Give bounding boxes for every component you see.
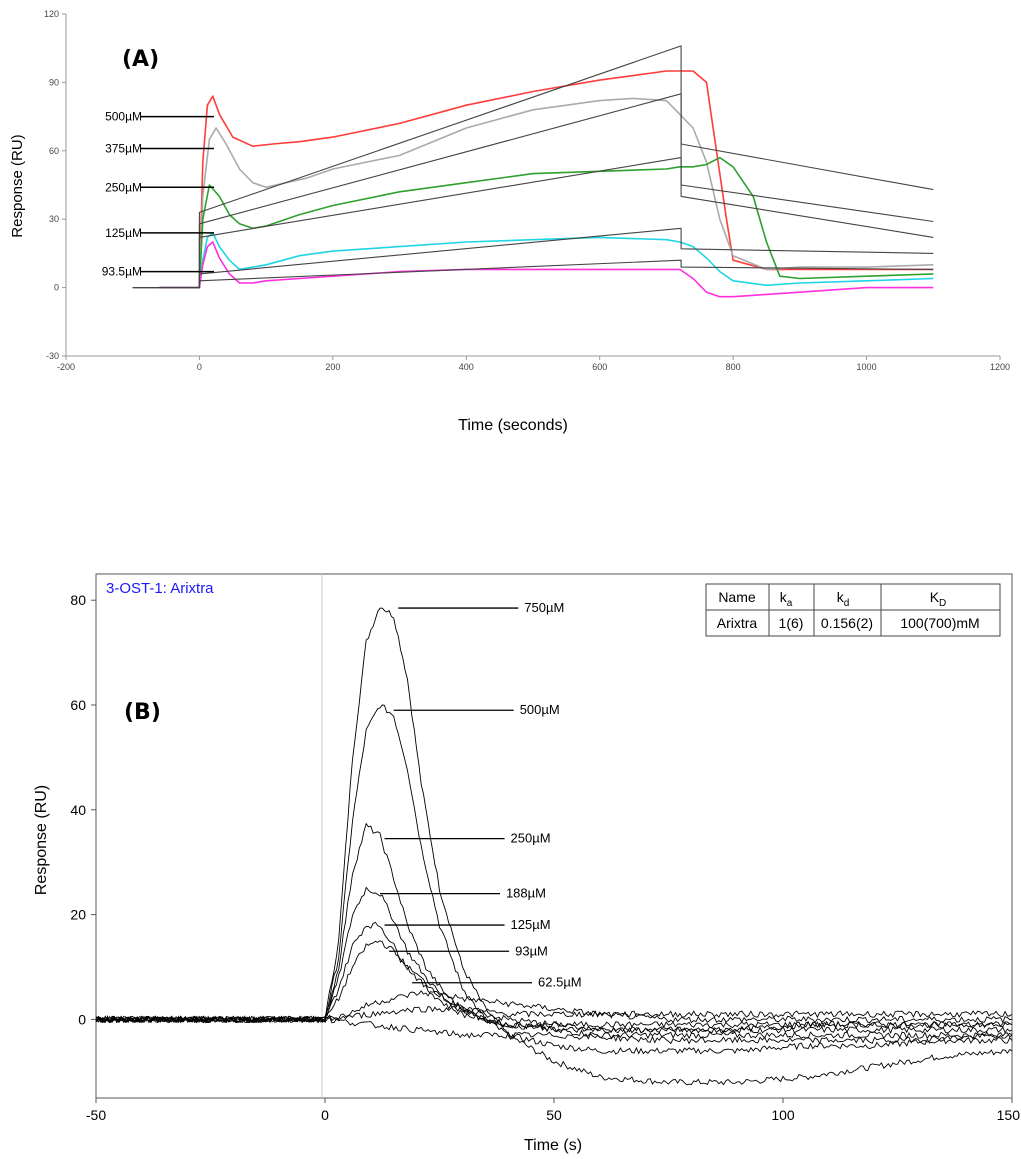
kinetics-header-kD: KD — [930, 589, 947, 609]
panel-a-y-tick-label: 60 — [49, 146, 59, 156]
panel-a-x-tick-label: -200 — [57, 362, 75, 372]
kinetics-header-kD-main: K — [930, 589, 940, 605]
panel-b-y-tick-label: 40 — [70, 802, 86, 818]
kinetics-header-ka: ka — [780, 589, 793, 609]
panel-b-x-tick-label: 0 — [321, 1107, 329, 1123]
panel-a-series-line — [159, 70, 934, 289]
kinetics-cell-kD: 100(700)mM — [900, 615, 979, 631]
panel-a-annotation-label: 250µM — [105, 180, 142, 194]
panel-a-y-tick-label: 30 — [49, 214, 59, 224]
panel-b-x-ticks: -50 0 50 100 150 — [86, 1098, 1020, 1123]
panel-b-series-line — [95, 704, 1013, 1055]
panel-b-x-tick-label: -50 — [86, 1107, 106, 1123]
kinetics-header-kd-sub: d — [844, 598, 850, 609]
panel-b-annotations: 750µM 500µM 250µM 188µM 125µM 93µM 62.5µM — [379, 600, 582, 990]
panel-b-y-label: Response (RU) — [33, 785, 50, 895]
panel-b-y-ticks: 0 20 40 60 80 — [70, 592, 96, 1027]
panel-b-x-tick-label: 100 — [771, 1107, 795, 1123]
panel-a-series-line — [159, 156, 934, 289]
panel-a-series — [132, 45, 934, 298]
panel-b-series-line — [95, 1015, 1013, 1045]
panel-a-x-tick-label: 1000 — [857, 362, 877, 372]
panel-a-x-tick-label: 1200 — [990, 362, 1010, 372]
panel-b-series — [95, 607, 1013, 1086]
panel-b-annotation-label: 750µM — [524, 600, 564, 615]
panel-b-tag: (B) — [124, 700, 161, 725]
panel-a-tag: (A) — [122, 47, 159, 72]
panel-a-y-tick-label: 120 — [44, 9, 59, 19]
panel-b-annotation-label: 62.5µM — [538, 975, 582, 990]
kinetics-header-kD-sub: D — [939, 598, 946, 609]
panel-b-annotation-label: 125µM — [511, 917, 551, 932]
panel-b-series-line — [95, 1005, 1013, 1024]
panel-a-annotations: 500µM 375µM 250µM 125µM 93.5µM — [102, 110, 214, 279]
panel-b-y-tick-label: 80 — [70, 592, 86, 608]
panel-a-x-tick-label: 800 — [726, 362, 741, 372]
panel-a-x-tick-label: 0 — [197, 362, 202, 372]
panel-b-annotation-label: 500µM — [520, 702, 560, 717]
panel-a-annotation-label: 125µM — [105, 226, 142, 240]
panel-a-y-label: Response (RU) — [9, 134, 26, 237]
kinetics-cell-name: Arixtra — [717, 615, 758, 631]
panel-b-series-line — [95, 990, 1013, 1024]
panel-b-y-tick-label: 0 — [78, 1011, 86, 1027]
kinetics-cell-ka: 1(6) — [779, 615, 804, 631]
panel-a-y-tick-label: 90 — [49, 77, 59, 87]
panel-b-y-tick-label: 20 — [70, 907, 86, 923]
panel-b-annotation-label: 93µM — [515, 943, 548, 958]
panel-a-y-tick-label: -30 — [46, 351, 59, 361]
kinetics-header-kd-main: k — [837, 589, 845, 605]
panel-a-x-tick-label: 200 — [325, 362, 340, 372]
panel-b-annotation-label: 250µM — [511, 831, 551, 846]
panel-a-x-tick-label: 400 — [459, 362, 474, 372]
panel-b-title: 3-OST-1: Arixtra — [106, 580, 214, 597]
panel-a-x-ticks: -200 0 200 400 600 800 1000 1200 — [57, 356, 1010, 372]
panel-b-series-line — [95, 607, 1013, 1086]
kinetics-header-name: Name — [718, 589, 756, 605]
panel-a-y-ticks: -30 0 30 60 90 120 — [44, 9, 66, 361]
panel-a-series-line — [159, 97, 934, 289]
kinetics-header-ka-main: k — [780, 589, 788, 605]
panel-a-x-label: Time (seconds) — [458, 417, 568, 434]
panel-a-y-tick-label: 0 — [54, 283, 59, 293]
panel-b-x-label: Time (s) — [524, 1137, 582, 1154]
panel-b-y-tick-label: 60 — [70, 697, 86, 713]
panel-a-annotation-label: 500µM — [105, 110, 142, 124]
panel-b-series-line — [95, 822, 1013, 1040]
panel-a-annotation-label: 375µM — [105, 142, 142, 156]
panel-b-x-tick-label: 150 — [997, 1107, 1021, 1123]
panel-a-x-tick-label: 600 — [592, 362, 607, 372]
kinetics-header-ka-sub: a — [787, 598, 793, 609]
kinetics-table: Name ka kd KD Arixtra 1(6) 0.156(2) 100(… — [705, 583, 1001, 637]
kinetics-header-kd: kd — [837, 589, 850, 609]
panel-a-series-line — [132, 259, 934, 289]
panel-b-series-line — [95, 886, 1013, 1035]
kinetics-cell-kd: 0.156(2) — [821, 615, 873, 631]
panel-a-series-line — [132, 93, 934, 289]
panel-b-series-line — [95, 940, 1013, 1029]
panel-b-annotation-label: 188µM — [506, 886, 546, 901]
panel-a-annotation-label: 93.5µM — [102, 265, 142, 279]
panel-b-chart: 0 20 40 60 80 -50 0 50 100 150 750µM 500µM 250µM 18… — [33, 573, 1020, 1154]
panel-b-x-tick-label: 50 — [546, 1107, 562, 1123]
